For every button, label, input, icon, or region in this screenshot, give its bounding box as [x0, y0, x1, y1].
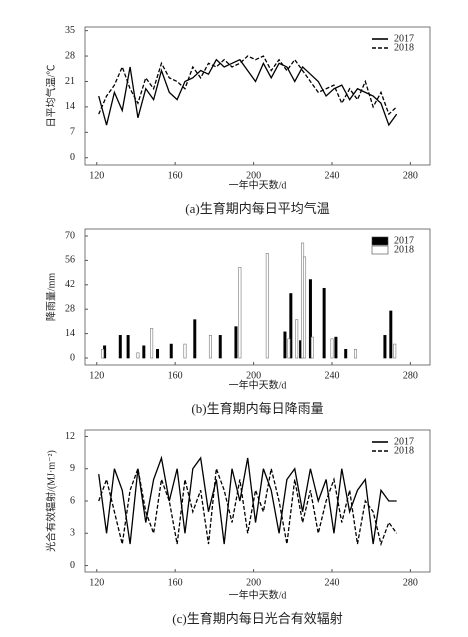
bar: [265, 253, 269, 359]
y-tick-label: 7: [70, 127, 75, 138]
x-axis-label: 一年中天数/d: [229, 178, 287, 191]
series-line: [98, 455, 397, 545]
x-tick-label: 160: [168, 370, 183, 381]
y-tick-label: 35: [65, 25, 75, 36]
x-tick-label: 280: [403, 577, 418, 588]
bar: [183, 343, 187, 359]
caption: (b)生育期内每日降雨量: [191, 401, 323, 416]
legend-swatch: [371, 236, 389, 246]
y-tick-label: 21: [65, 76, 75, 87]
bar: [126, 335, 130, 359]
plot-frame: [84, 228, 431, 366]
y-tick-label: 0: [70, 560, 75, 571]
legend-label: 2017: [394, 235, 414, 246]
x-axis-label: 一年中天数/d: [229, 588, 287, 601]
bar: [334, 336, 338, 359]
x-tick-label: 240: [324, 577, 339, 588]
y-axis-label: 日平均气温/℃: [44, 65, 57, 128]
bar: [303, 256, 307, 359]
x-tick-label: 120: [89, 170, 104, 181]
bar: [308, 279, 312, 359]
legend-label: 2018: [394, 42, 414, 53]
x-tick-label: 200: [246, 577, 261, 588]
legend-label: 2018: [394, 445, 414, 456]
bar: [393, 343, 397, 359]
bar: [193, 319, 197, 359]
bar: [208, 335, 212, 359]
y-tick-label: 70: [65, 230, 75, 241]
bar: [169, 343, 173, 359]
x-tick-label: 160: [168, 170, 183, 181]
x-tick-label: 120: [89, 577, 104, 588]
y-tick-label: 28: [65, 50, 75, 61]
bar: [150, 328, 154, 359]
bar: [142, 345, 146, 359]
bar: [330, 338, 334, 359]
series-line: [98, 55, 398, 116]
y-tick-label: 14: [65, 101, 75, 112]
bar: [389, 310, 393, 359]
x-axis-label: 一年中天数/d: [229, 378, 287, 391]
x-tick-label: 120: [89, 370, 104, 381]
y-axis-label: 降雨量/mm: [44, 273, 57, 322]
bar: [283, 331, 287, 359]
bar: [310, 336, 314, 359]
x-tick-label: 280: [403, 170, 418, 181]
y-tick-label: 3: [70, 528, 75, 539]
bar: [383, 335, 387, 359]
y-tick-label: 0: [70, 152, 75, 163]
x-tick-label: 280: [403, 370, 418, 381]
bar: [218, 335, 222, 359]
bar: [101, 349, 105, 359]
legend-label: 2018: [394, 244, 414, 255]
y-tick-label: 56: [65, 255, 75, 266]
x-tick-label: 160: [168, 577, 183, 588]
x-tick-label: 200: [246, 170, 261, 181]
bar: [322, 287, 326, 359]
y-axis-label: 光合有效辐射/(MJ·m⁻²): [44, 450, 57, 552]
bar: [136, 352, 140, 359]
bar: [118, 335, 122, 359]
bar: [354, 349, 358, 359]
y-tick-label: 6: [70, 495, 75, 506]
x-tick-label: 240: [324, 370, 339, 381]
y-tick-label: 9: [70, 463, 75, 474]
bar: [344, 349, 348, 359]
bar: [156, 349, 160, 359]
legend-swatch: [371, 245, 389, 255]
bar: [289, 293, 293, 359]
series-line: [98, 466, 398, 547]
caption: (a)生育期内每日平均气温: [185, 201, 329, 216]
bar: [295, 319, 299, 359]
bar: [287, 338, 291, 359]
y-tick-label: 12: [65, 431, 75, 442]
y-tick-label: 0: [70, 352, 75, 363]
bar: [234, 326, 238, 359]
y-tick-label: 28: [65, 304, 75, 315]
x-tick-label: 200: [246, 370, 261, 381]
plot-frame: [84, 26, 431, 166]
caption: (c)生育期内每日光合有效辐射: [172, 611, 342, 626]
legend-label: 2017: [394, 33, 414, 44]
y-tick-label: 42: [65, 279, 75, 290]
legend-label: 2017: [394, 436, 414, 447]
x-tick-label: 240: [324, 170, 339, 181]
y-tick-label: 14: [65, 328, 75, 339]
bar: [238, 267, 242, 359]
